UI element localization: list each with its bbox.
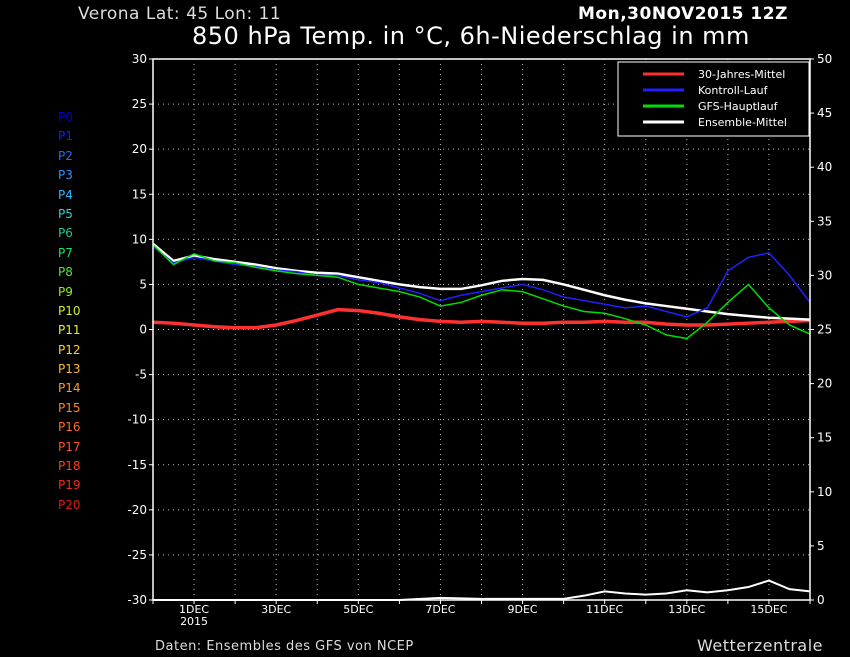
- y-left-tick-label: -25: [127, 548, 147, 562]
- member-label: P2: [58, 148, 73, 163]
- y-right-tick-label: 40: [817, 160, 832, 174]
- x-tick-sublabel: 2015: [180, 615, 208, 628]
- grid-lines: [153, 59, 810, 600]
- member-label: P9: [58, 284, 73, 299]
- member-label: P8: [58, 265, 73, 280]
- y-left-tick-label: -10: [127, 413, 147, 427]
- member-label: P1: [58, 129, 73, 144]
- chart-title: 850 hPa Temp. in °C, 6h-Niederschlag in …: [192, 22, 750, 50]
- member-label: P19: [58, 478, 81, 493]
- y-right-tick-label: 10: [817, 485, 832, 499]
- temperature-line: [152, 245, 811, 318]
- y-right-tick-label: 20: [817, 377, 832, 391]
- x-tick-label: 3DEC: [261, 603, 291, 616]
- x-tick-label: 15DEC: [750, 603, 787, 616]
- x-tick-label: 11DEC: [586, 603, 623, 616]
- y-right-tick-label: 0: [817, 593, 825, 607]
- y-right-tick-label: 45: [817, 106, 832, 120]
- temperature-lines: [152, 242, 811, 340]
- member-list: P0 P1 P2 P3 P4 P5 P6 P7 P8 P9 P10 P11 P12 P13 P14 P15 P1…: [58, 108, 81, 515]
- model-run-label: Mon,30NOV2015 12Z: [578, 4, 788, 24]
- member-label: P5: [58, 206, 73, 221]
- y-axis-left: 30 25 20 15 10 5 0 -5 -10 -15 -20 -25 -30: [127, 52, 153, 607]
- member-label: P16: [58, 420, 81, 435]
- member-label: P0: [58, 110, 73, 124]
- brand-label: Wetterzentrale: [697, 636, 824, 655]
- temperature-line: [152, 307, 811, 330]
- y-left-tick-label: -30: [127, 593, 147, 607]
- y-left-tick-label: 5: [139, 277, 147, 291]
- member-label: P6: [58, 226, 73, 241]
- y-left-tick-label: 10: [132, 232, 147, 246]
- member-label: P11: [58, 323, 81, 338]
- member-label: P14: [58, 381, 81, 396]
- member-label: P18: [58, 459, 81, 474]
- y-right-tick-label: 15: [817, 431, 832, 445]
- y-right-tick-label: 25: [817, 323, 832, 337]
- x-tick-label: 13DEC: [668, 603, 705, 616]
- precipitation-lines: [153, 579, 811, 601]
- y-left-tick-label: 0: [139, 323, 147, 337]
- y-left-tick-label: 15: [132, 187, 147, 201]
- member-label: P4: [58, 187, 73, 202]
- y-left-tick-label: -20: [127, 503, 147, 517]
- x-axis: 1DEC 3DEC 5DEC 7DEC 9DEC 11DEC 13DEC 15DEC 2015: [152, 600, 811, 628]
- y-right-tick-label: 5: [817, 539, 825, 553]
- member-label: P15: [58, 400, 81, 415]
- legend-label: GFS-Hauptlauf: [698, 100, 779, 113]
- member-label: P17: [58, 439, 81, 454]
- y-right-tick-label: 30: [817, 268, 832, 282]
- y-left-tick-label: 30: [132, 52, 147, 66]
- temperature-line: [152, 242, 811, 321]
- legend-label: Kontroll-Lauf: [698, 84, 769, 97]
- temperature-line: [152, 244, 811, 340]
- y-right-tick-label: 50: [817, 52, 832, 66]
- y-left-tick-label: -5: [135, 368, 147, 382]
- y-left-tick-label: 20: [132, 142, 147, 156]
- precip-line: [153, 579, 811, 601]
- data-source-label: Daten: Ensembles des GFS von NCEP: [155, 639, 414, 654]
- y-right-tick-label: 35: [817, 214, 832, 228]
- member-label: P12: [58, 342, 81, 357]
- legend-box: 30-Jahres-Mittel Kontroll-Lauf GFS-Hauptla…: [617, 61, 810, 137]
- member-label: P13: [58, 362, 81, 377]
- member-label: P20: [58, 497, 81, 512]
- x-tick-label: 5DEC: [343, 603, 373, 616]
- y-left-tick-label: -15: [127, 458, 147, 472]
- member-label: P3: [58, 168, 73, 183]
- location-label: Verona Lat: 45 Lon: 11: [78, 4, 282, 24]
- legend-label: 30-Jahres-Mittel: [698, 68, 785, 81]
- x-tick-label: 7DEC: [425, 603, 455, 616]
- legend-label: Ensemble-Mittel: [698, 116, 787, 129]
- y-left-tick-label: 25: [132, 97, 147, 111]
- x-tick-label: 1DEC: [179, 603, 209, 616]
- member-label: P7: [58, 245, 73, 260]
- member-label: P10: [58, 303, 81, 318]
- x-tick-label: 9DEC: [508, 603, 538, 616]
